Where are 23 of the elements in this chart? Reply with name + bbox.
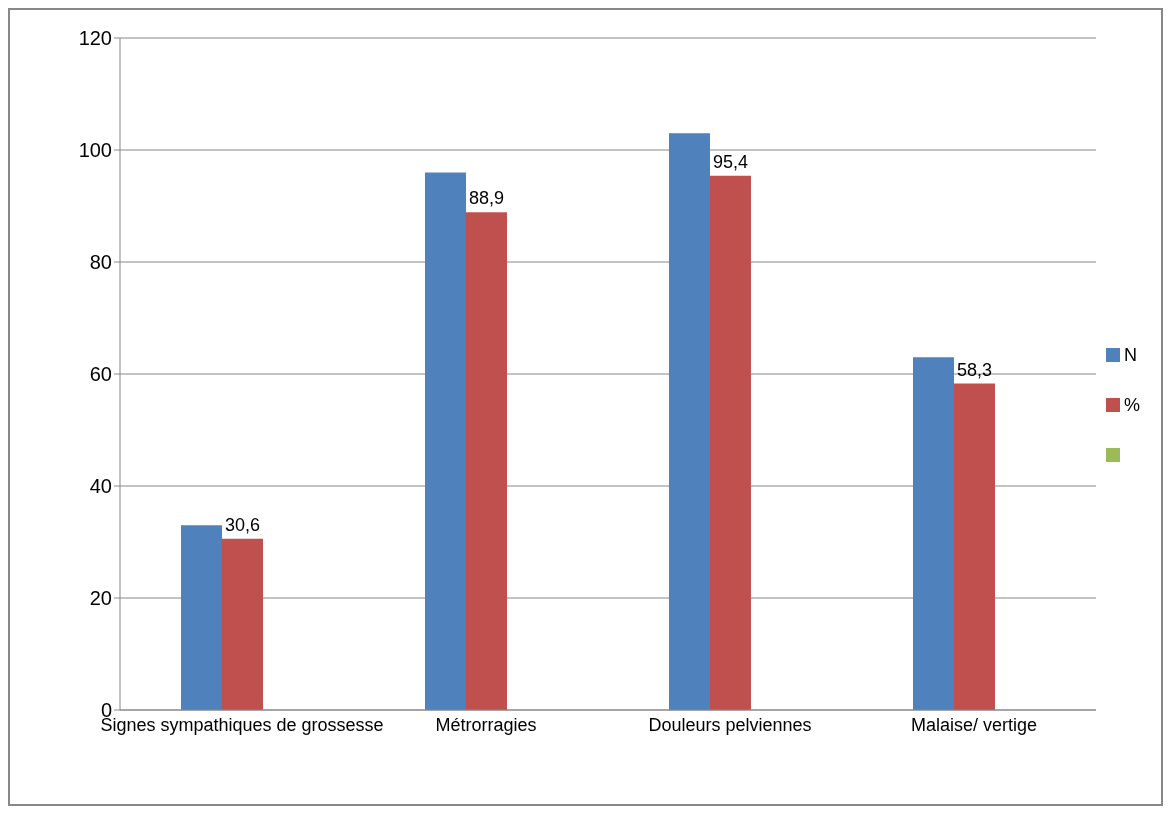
bar — [222, 538, 263, 710]
y-tick-label: 100 — [78, 139, 112, 162]
data-label: 30,6 — [224, 514, 261, 535]
x-tick-label: Malaise/ vertige — [910, 714, 1038, 735]
y-tick-label: 60 — [89, 363, 112, 386]
y-tick-label: 120 — [78, 27, 112, 50]
data-label: 95,4 — [712, 151, 749, 172]
y-tick-label: 80 — [89, 251, 112, 274]
data-label: 58,3 — [956, 359, 993, 380]
data-label: 88,9 — [468, 188, 505, 209]
bar — [953, 383, 995, 710]
bar — [668, 133, 710, 710]
bar — [425, 172, 466, 710]
y-tick-label: 20 — [89, 587, 112, 610]
bar — [709, 175, 751, 710]
bar — [181, 525, 222, 710]
x-tick-label: Douleurs pelviennes — [648, 714, 812, 735]
bar — [912, 357, 954, 710]
legend-label: % — [1123, 394, 1140, 416]
bar — [466, 212, 507, 710]
legend-label: N — [1123, 344, 1137, 366]
x-tick-label: Métrorragies — [435, 714, 537, 735]
y-tick-label: 40 — [89, 475, 112, 498]
